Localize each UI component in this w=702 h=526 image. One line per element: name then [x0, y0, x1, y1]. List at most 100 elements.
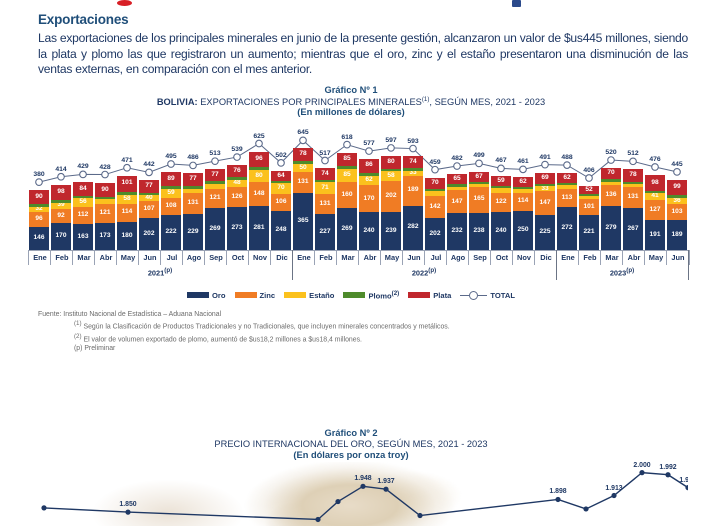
chart1-bar-column: 80 58 202 239 — [381, 155, 401, 250]
chart1-segment-estano: 56 — [73, 197, 93, 207]
chart1-segment-zinc: 122 — [491, 192, 511, 213]
chart1-segment-estano: 85 — [337, 169, 357, 183]
chart1-total-label: 499 — [473, 152, 485, 160]
chart1-bar-column: 98 39 92 170 — [51, 184, 71, 250]
chart1-segment-plomo — [227, 177, 247, 180]
chart1-segment-estano: 39 — [51, 202, 71, 209]
legend-swatch-icon — [343, 292, 366, 299]
legend-line-marker-icon — [460, 290, 488, 300]
chart1-segment-plomo — [623, 181, 643, 184]
legend-item-estaño: Estaño — [284, 291, 334, 300]
chart1-segment-zinc: 136 — [601, 184, 621, 207]
chart1-bar-column: 90 121 173 — [95, 182, 115, 250]
chart1-total-label: 593 — [407, 137, 419, 145]
chart1-segment-plomo — [381, 168, 401, 172]
chart1-bar-column: 69 33 147 225 — [535, 172, 555, 250]
chart1-title-footnote-ref: (1) — [421, 96, 430, 103]
chart1-bar-column: 77 121 269 — [205, 168, 225, 250]
chart1-segment-estano: 41 — [645, 193, 665, 200]
chart1-total-label: 577 — [363, 140, 375, 148]
chart1-total-label: 476 — [649, 155, 661, 163]
chart1-segment-oro: 225 — [535, 214, 555, 250]
chart1-segment-oro: 173 — [95, 222, 115, 250]
chart1-segment-plata: 70 — [601, 168, 621, 180]
chart1-segment-zinc: 114 — [117, 203, 137, 222]
chart1-title-main: EXPORTACIONES POR PRINCIPALES MINERALES — [197, 97, 422, 108]
chart1-segment-plata: 99 — [667, 179, 687, 196]
legend-swatch-icon — [234, 292, 257, 299]
chart1-segment-plomo — [249, 166, 269, 170]
chart2-point-label: 1.898 — [549, 488, 567, 496]
axis-tick-label: Ago — [182, 250, 205, 265]
axis-tick-label: Abr — [94, 250, 117, 265]
axis-tick-label: Oct — [226, 250, 249, 265]
chart1-segment-zinc: 113 — [557, 189, 577, 208]
axis-tick-label: Jun — [666, 250, 690, 265]
footnote-2-ref: (2) — [74, 332, 82, 340]
chart2-point-label: 2.000 — [633, 462, 651, 469]
chart1-total-label: 539 — [231, 146, 243, 154]
axis-tick-label: Nov — [248, 250, 271, 265]
axis-tick-label: Feb — [50, 250, 73, 265]
chart1-segment-oro: 222 — [161, 215, 181, 250]
chart1-bar-column: 70 142 202 — [425, 177, 445, 250]
chart1-segment-plata: 52 — [579, 185, 599, 195]
chart1-total-label: 406 — [583, 167, 595, 175]
chart2-point-label: 1.992 — [659, 463, 677, 471]
chart1-segment-estano — [513, 188, 533, 193]
chart1-segment-oro: 282 — [403, 205, 423, 250]
chart1-total-label: 414 — [55, 165, 67, 173]
chart1-segment-oro: 273 — [227, 206, 247, 250]
legend-item-plata: Plata — [408, 291, 451, 300]
axis-tick-label: May — [116, 250, 139, 265]
axis-tick-label: Sep — [468, 250, 491, 265]
chart1-segment-plomo — [601, 179, 621, 182]
chart1-segment-plata: 89 — [161, 172, 181, 187]
chart1-segment-plata: 74 — [315, 168, 335, 181]
legend-label: Estaño — [309, 290, 335, 300]
chart1-segment-plata: 98 — [51, 184, 71, 201]
chart1-total-label: 625 — [253, 132, 265, 140]
chart1-segment-plata: 69 — [535, 172, 555, 184]
chart1-segment-plomo — [293, 160, 313, 164]
chart1-segment-estano: 70 — [271, 183, 291, 195]
axis-tick-label: Dic — [534, 250, 557, 265]
legend-label: Plata — [433, 290, 452, 300]
chart1-total-label: 618 — [341, 133, 353, 141]
chart1-segment-zinc: 202 — [381, 180, 401, 213]
footnote-1-text: Según la Clasificación de Productos Trad… — [83, 323, 450, 331]
year-separator — [292, 250, 293, 280]
legend-item-total: TOTAL — [460, 290, 515, 300]
source-line: Fuente: Instituto Nacional de Estadístic… — [38, 311, 222, 318]
chart1-bar-column: 99 36 103 189 — [667, 179, 687, 250]
chart1-segment-plomo — [337, 166, 357, 170]
chart1-segment-oro: 281 — [249, 205, 269, 250]
chart1-segment-zinc: 126 — [227, 187, 247, 207]
chart1-bar-column: 74 33 189 282 — [403, 156, 423, 250]
chart1-bar-column: 78 50 131 365 — [293, 148, 313, 250]
chart2-point-label: 1.850 — [119, 501, 137, 509]
chart1-segment-plata: 77 — [139, 180, 159, 193]
legend-item-oro: Oro — [186, 291, 226, 300]
chart1-segment-estano: 33 — [403, 170, 423, 176]
chart1-segment-oro: 250 — [513, 210, 533, 250]
year-separator-end — [688, 250, 689, 280]
chart1-segment-oro: 146 — [29, 227, 49, 250]
chart1-segment-oro: 191 — [645, 219, 665, 250]
chart1-segment-zinc: 112 — [73, 206, 93, 225]
chart1-plot-area: 90 32 96 146 380 98 39 92 170 414 84 56 112 163 429 90 1… — [28, 118, 688, 250]
chart1-legend: Oro Zinc Estaño Plomo(2) Plata TOTAL — [0, 290, 702, 301]
chart1-total-label: 517 — [319, 149, 331, 157]
chart1-segment-zinc: 103 — [667, 204, 687, 221]
chart1-segment-estano — [557, 184, 577, 190]
chart1-segment-plata: 70 — [425, 177, 445, 189]
chart1-segment-plata: 77 — [205, 168, 225, 182]
chart1-segment-estano — [447, 186, 467, 191]
chart1-segment-zinc: 131 — [315, 193, 335, 215]
lead-paragraph: Las exportaciones de los principales min… — [38, 31, 688, 77]
chart1-segment-plomo — [535, 183, 555, 187]
chart1-total-label: 461 — [517, 158, 529, 166]
chart1-segment-plata: 96 — [249, 151, 269, 167]
chart1-segment-plata: 78 — [623, 169, 643, 182]
chart1-segment-estano: 59 — [161, 188, 181, 199]
